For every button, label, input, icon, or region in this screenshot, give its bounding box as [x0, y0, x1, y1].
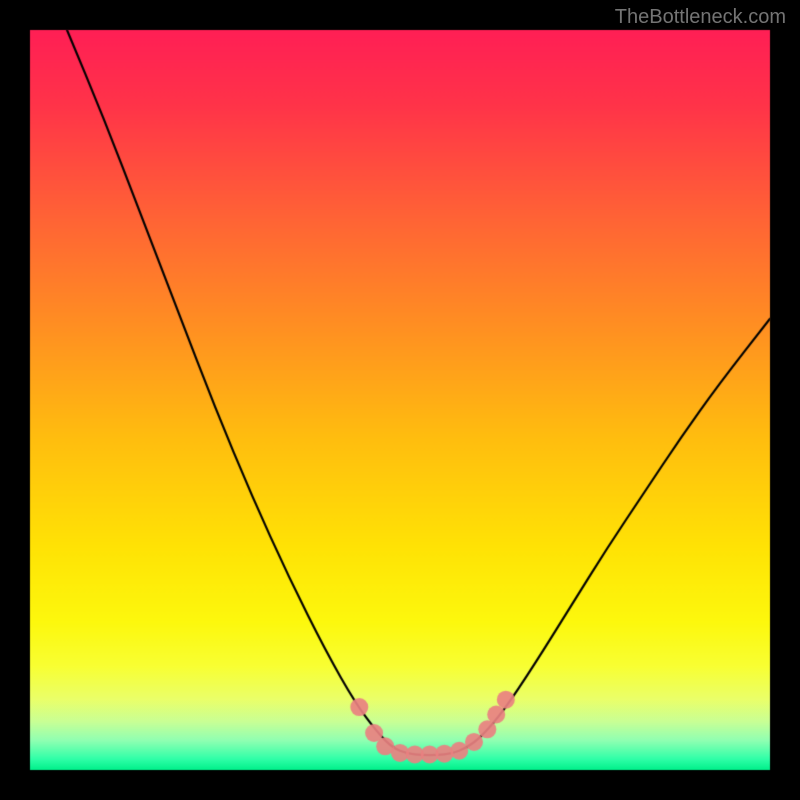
watermark-text: TheBottleneck.com: [615, 6, 786, 29]
scatter-points: [0, 0, 800, 800]
chart-container: TheBottleneck.com: [0, 0, 800, 800]
